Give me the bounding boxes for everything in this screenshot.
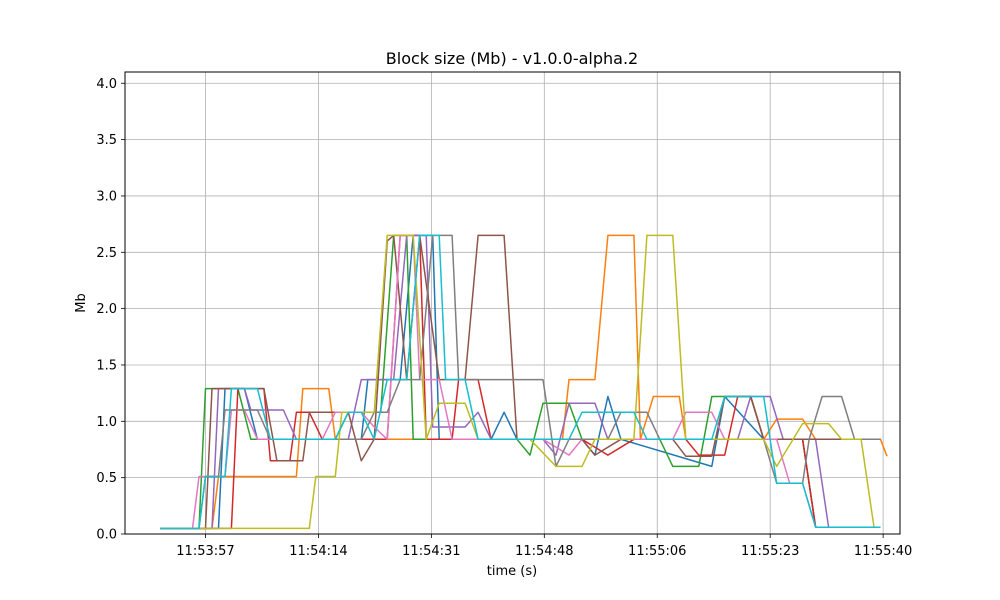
y-axis-ticks: 0.0 0.5 1.0 1.5 2.0 2.5 3.0 3.5 4.0 (96, 77, 125, 543)
x-tick-label: 11:55:40 (854, 544, 912, 559)
y-tick-label: 1.0 (96, 415, 117, 430)
y-tick-label: 4.0 (96, 77, 117, 92)
y-tick-label: 3.5 (96, 133, 117, 148)
x-tick-label: 11:54:14 (289, 544, 347, 559)
series-line-10 (160, 234, 881, 530)
y-tick-label: 0.0 (96, 528, 117, 543)
x-axis-ticks: 11:53:57 11:54:14 11:54:31 11:54:48 11:55:06… (176, 534, 912, 559)
x-tick-label: 11:54:31 (402, 544, 460, 559)
y-tick-label: 2.0 (96, 302, 117, 317)
x-tick-label: 11:53:57 (176, 544, 234, 559)
grid-lines (125, 72, 900, 535)
axes (124, 71, 901, 535)
y-tick-label: 2.5 (96, 246, 117, 261)
series-line-8 (160, 234, 881, 530)
series-line-2 (160, 234, 888, 530)
y-axis-label: Mb (74, 293, 89, 312)
x-axis-label: time (s) (487, 564, 537, 579)
x-tick-label: 11:54:48 (515, 544, 573, 559)
plot-frame (124, 71, 901, 535)
y-tick-label: 3.0 (96, 189, 117, 204)
series-lines (160, 234, 888, 530)
chart-title: Block size (Mb) - v1.0.0-alpha.2 (386, 49, 638, 68)
x-tick-label: 11:55:23 (741, 544, 799, 559)
y-tick-label: 0.5 (96, 471, 117, 486)
y-tick-label: 1.5 (96, 358, 117, 373)
x-tick-label: 11:55:06 (628, 544, 686, 559)
